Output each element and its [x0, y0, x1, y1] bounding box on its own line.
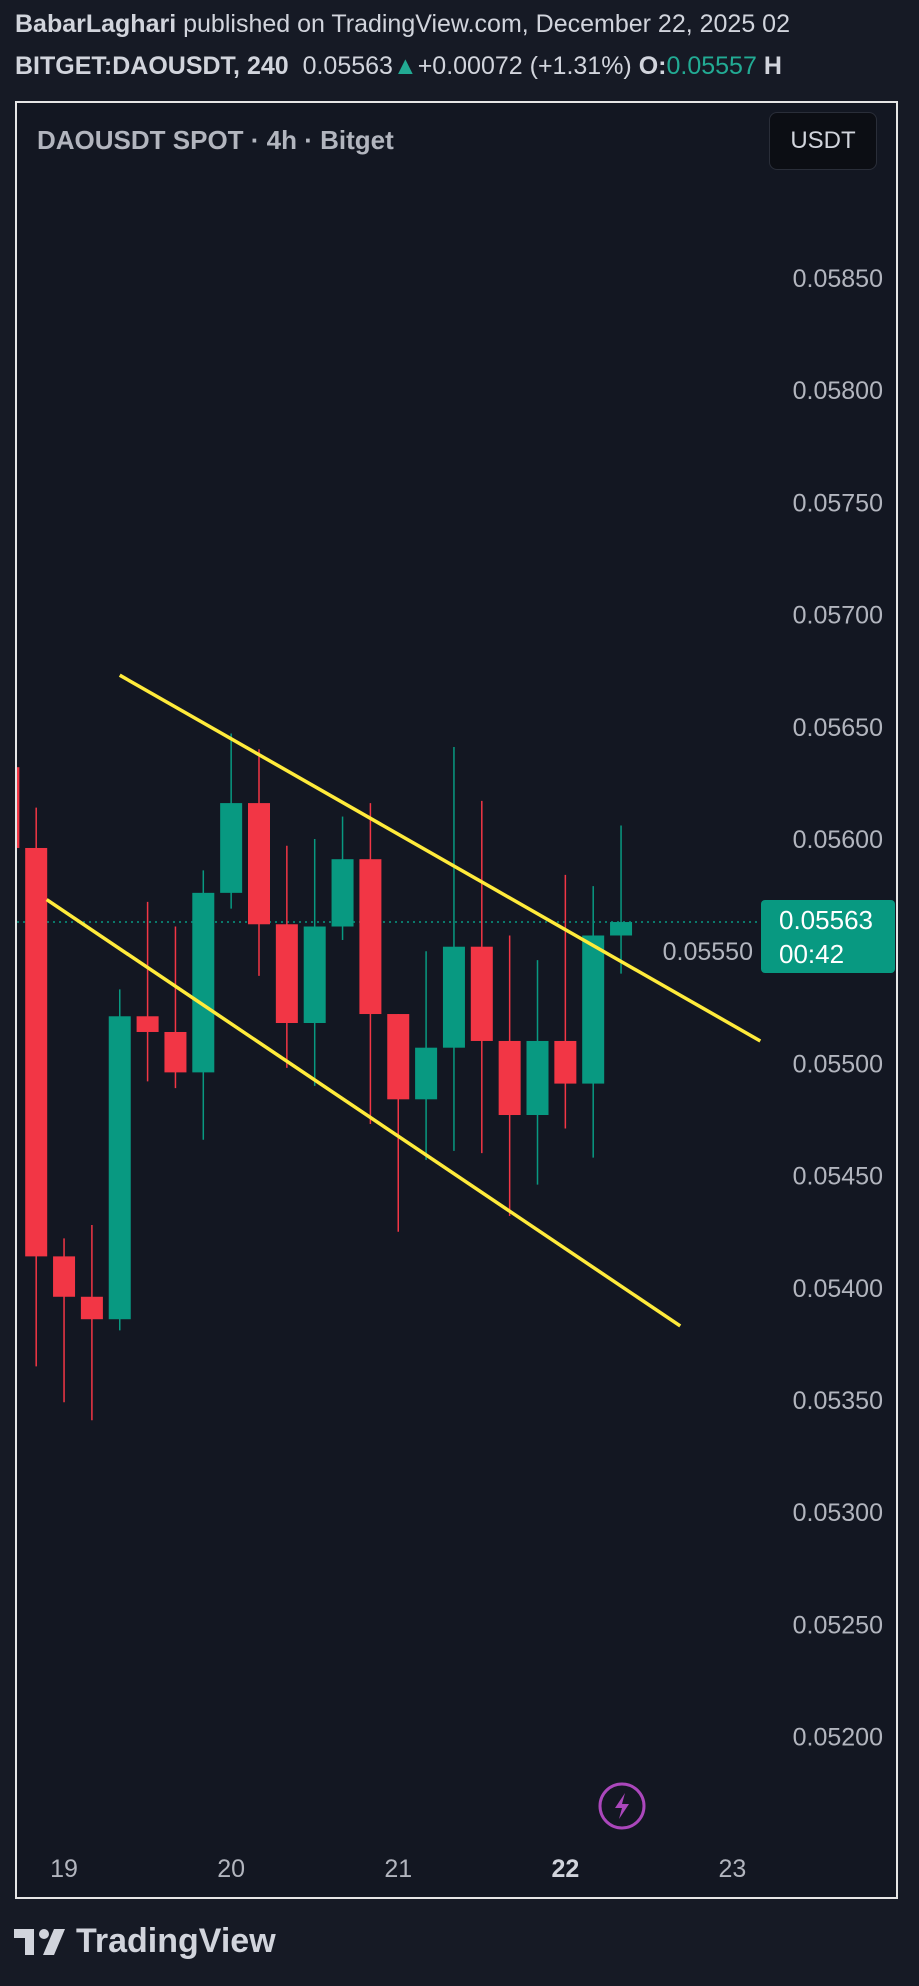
price-change: +0.00072 (+1.31%): [417, 52, 632, 80]
symbol-info: BITGET:DAOUSDT, 240 0.05563▲+0.00072 (+1…: [15, 52, 782, 81]
open-label: O:: [638, 52, 667, 80]
y-tick-label: 0.05500: [793, 1050, 883, 1078]
candle-body: [136, 1016, 159, 1032]
trendline: [118, 673, 762, 1043]
candle-body: [526, 1040, 549, 1116]
candle-body: [554, 1040, 577, 1084]
chart-legend: DAOUSDT SPOT · 4h · Bitget: [37, 125, 394, 155]
chart-frame[interactable]: 0.05850 0.05800 0.05750 0.05700 0.05650 0.056…: [15, 101, 898, 1899]
candle-body: [164, 1031, 187, 1073]
candle-body: [582, 935, 605, 1084]
open-value: 0.05557: [666, 52, 757, 80]
candle-body: [470, 946, 493, 1041]
author: BabarLaghari: [15, 10, 177, 38]
y-tick-label: 0.05700: [793, 602, 883, 630]
candle-body: [442, 946, 465, 1048]
tradingview-logo-icon: [14, 1928, 65, 1955]
countdown: 00:42: [779, 939, 845, 969]
y-tick-label: 0.05800: [793, 377, 883, 405]
candle-body: [331, 859, 354, 927]
candle-body: [610, 922, 633, 936]
symbol: BITGET:DAOUSDT, 240: [15, 52, 289, 80]
last-price-label: 0.05563 00:42: [761, 900, 895, 973]
candle-body: [17, 767, 20, 848]
y-tick-label: 0.05550: [663, 938, 753, 966]
candle-body: [25, 847, 48, 1257]
candlestick-chart[interactable]: 0.05850 0.05800 0.05750 0.05700 0.05650 0.056…: [17, 103, 898, 1899]
x-tick-label: 21: [384, 1855, 412, 1883]
y-tick-label: 0.05300: [793, 1499, 883, 1527]
y-tick-label: 0.05250: [793, 1611, 883, 1639]
y-tick-label: 0.05750: [793, 489, 883, 517]
publish-info: BabarLaghari published on TradingView.co…: [15, 10, 790, 39]
candle-body: [275, 924, 298, 1024]
x-tick-label: 22: [551, 1855, 579, 1883]
y-tick-label: 0.05400: [793, 1275, 883, 1303]
candle-body: [248, 803, 270, 925]
candle-body: [192, 892, 215, 1073]
currency-button[interactable]: USDT: [769, 112, 877, 170]
lightning-icon[interactable]: [598, 1782, 646, 1830]
high-label: H: [763, 52, 782, 80]
candle-body: [303, 926, 326, 1024]
candle-body: [108, 1016, 131, 1320]
brand-name: TradingView: [76, 1922, 276, 1960]
candle-body: [415, 1047, 438, 1100]
published-text: published on TradingView.com, December 2…: [176, 10, 790, 38]
last-price: 0.05563: [302, 52, 393, 80]
candle-body: [359, 859, 382, 1015]
x-tick-label: 20: [217, 1855, 245, 1883]
y-tick-label: 0.05200: [793, 1724, 883, 1752]
y-tick-label: 0.05650: [793, 714, 883, 742]
candle-body: [80, 1296, 103, 1320]
y-tick-label: 0.05850: [793, 265, 883, 293]
y-tick-label: 0.05600: [793, 826, 883, 854]
triangle-up-icon: ▲: [392, 52, 418, 80]
candle-body: [53, 1256, 76, 1297]
x-tick-label: 23: [719, 1855, 747, 1883]
candle-body: [498, 1040, 521, 1116]
last-price-value: 0.05563: [779, 905, 873, 935]
y-tick-label: 0.05350: [793, 1387, 883, 1415]
trendline: [45, 898, 682, 1328]
x-tick-label: 19: [50, 1855, 78, 1883]
candle-body: [387, 1014, 410, 1100]
candle-body: [220, 803, 243, 893]
tradingview-logo: TradingView: [14, 1922, 276, 1961]
y-tick-label: 0.05450: [793, 1163, 883, 1191]
